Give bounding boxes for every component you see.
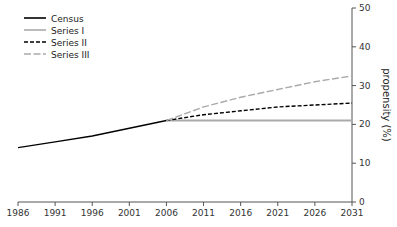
x-axis-line <box>18 202 352 203</box>
x-tick-label: 2031 <box>341 208 364 218</box>
y-axis-line <box>352 8 353 202</box>
x-tick-label: 2011 <box>192 208 215 218</box>
legend-label: Census <box>51 14 84 24</box>
y-tick <box>352 85 356 86</box>
x-tick <box>55 202 56 206</box>
y-tick-label: 30 <box>359 81 371 91</box>
x-tick-label: 2016 <box>229 208 252 218</box>
x-tick <box>240 202 241 206</box>
chart: 1986 1991 1996 2001 2006 2011 2016 2021 2026 2031… <box>0 0 397 227</box>
x-tick-label: 1986 <box>7 208 30 218</box>
y-tick <box>352 202 356 203</box>
legend-swatch <box>24 41 46 43</box>
series-line <box>166 103 352 120</box>
y-tick <box>352 124 356 125</box>
x-tick-label: 2006 <box>155 208 178 218</box>
x-tick <box>352 202 353 206</box>
legend-swatch <box>24 29 46 31</box>
x-tick <box>92 202 93 206</box>
x-tick-label: 1991 <box>44 208 67 218</box>
x-tick-label: 2001 <box>118 208 141 218</box>
series-line <box>18 121 166 148</box>
x-tick-label: 1996 <box>81 208 104 218</box>
y-axis-label: propensity (%) <box>381 68 392 142</box>
x-tick <box>18 202 19 206</box>
legend-label: Series I <box>51 26 84 36</box>
legend-swatch <box>24 53 46 55</box>
y-tick <box>352 163 356 164</box>
plot-area <box>18 76 352 148</box>
legend: Census Series I Series II Series III <box>24 14 90 60</box>
x-tick <box>203 202 204 206</box>
y-tick-label: 0 <box>359 197 365 207</box>
x-tick <box>129 202 130 206</box>
series-line <box>166 76 352 121</box>
x-tick <box>277 202 278 206</box>
series-line <box>166 120 352 122</box>
y-tick-label: 50 <box>359 3 371 13</box>
y-tick-label: 20 <box>359 119 371 129</box>
legend-label: Series III <box>51 50 90 60</box>
x-tick <box>166 202 167 206</box>
legend-swatch <box>24 17 46 19</box>
x-tick-label: 2021 <box>266 208 289 218</box>
y-tick <box>352 46 356 47</box>
y-tick-label: 10 <box>359 158 371 168</box>
y-tick <box>352 8 356 9</box>
x-tick <box>314 202 315 206</box>
y-tick-label: 40 <box>359 42 371 52</box>
legend-label: Series II <box>51 38 87 48</box>
x-tick-label: 2026 <box>303 208 326 218</box>
